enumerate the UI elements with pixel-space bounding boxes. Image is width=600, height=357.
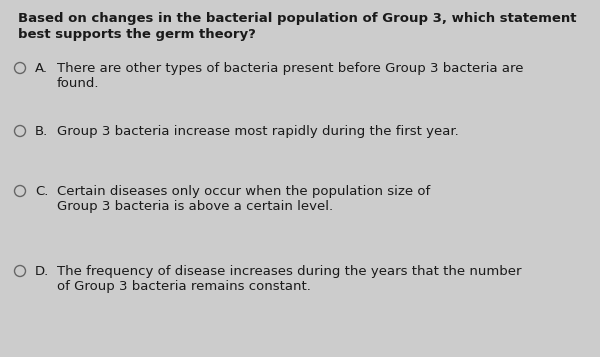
Text: best supports the germ theory?: best supports the germ theory? xyxy=(18,28,256,41)
Text: of Group 3 bacteria remains constant.: of Group 3 bacteria remains constant. xyxy=(57,280,311,293)
Text: Group 3 bacteria is above a certain level.: Group 3 bacteria is above a certain leve… xyxy=(57,200,333,213)
Text: Certain diseases only occur when the population size of: Certain diseases only occur when the pop… xyxy=(57,185,430,198)
Text: There are other types of bacteria present before Group 3 bacteria are: There are other types of bacteria presen… xyxy=(57,62,523,75)
Text: B.: B. xyxy=(35,125,48,138)
Text: Based on changes in the bacterial population of Group 3, which statement: Based on changes in the bacterial popula… xyxy=(18,12,577,25)
Text: The frequency of disease increases during the years that the number: The frequency of disease increases durin… xyxy=(57,265,521,278)
Text: C.: C. xyxy=(35,185,49,198)
Text: D.: D. xyxy=(35,265,49,278)
Text: A.: A. xyxy=(35,62,48,75)
Text: found.: found. xyxy=(57,77,100,90)
Text: Group 3 bacteria increase most rapidly during the first year.: Group 3 bacteria increase most rapidly d… xyxy=(57,125,459,138)
